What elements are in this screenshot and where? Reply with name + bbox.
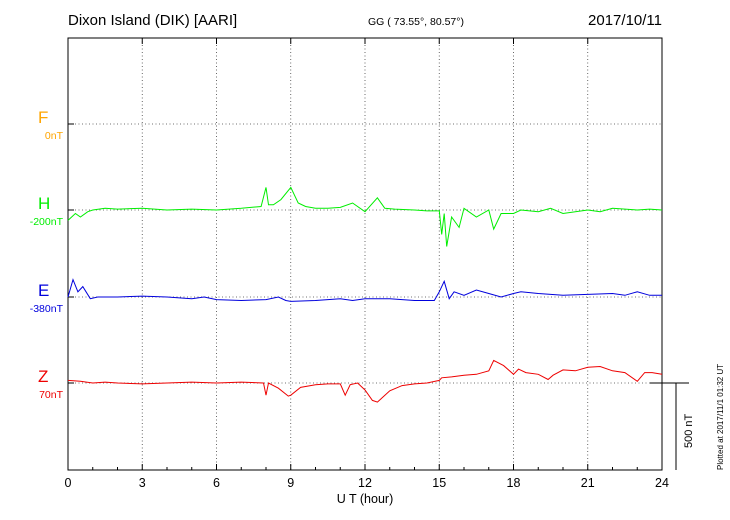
axis-ticks: 0 3 6 9 12 15 18 21 24 [65, 38, 669, 490]
series-line-z [67, 359, 663, 403]
component-offset-e: -380nT [29, 303, 63, 315]
plotted-timestamp: Plotted at 2017/11/1 01:32 UT [716, 363, 725, 470]
scale-bar [650, 382, 689, 470]
plot-frame [67, 37, 663, 471]
component-label-h: H [38, 194, 51, 213]
component-offset-f: 0nT [44, 130, 63, 142]
component-label-f: F [38, 108, 49, 127]
x-tick-label: 24 [655, 476, 669, 490]
component-offset-h: -200nT [29, 216, 63, 228]
series-group [67, 186, 663, 403]
x-tick-label: 15 [432, 476, 446, 490]
x-tick-label: 12 [358, 476, 372, 490]
geographic-coordinates: GG ( 73.55°, 80.57°) [368, 16, 464, 28]
x-tick-label: 21 [581, 476, 595, 490]
component-label-z: Z [38, 367, 49, 386]
x-tick-label: 9 [287, 476, 294, 490]
series-line-h [67, 186, 663, 247]
plot-date: 2017/10/11 [588, 12, 662, 29]
station-title: Dixon Island (DIK) [AARI] [68, 12, 238, 29]
x-axis-label: U T (hour) [337, 492, 394, 506]
grid-lines [68, 38, 662, 470]
x-tick-label: 0 [65, 476, 72, 490]
series-line-e [67, 278, 662, 302]
component-label-e: E [38, 281, 50, 300]
x-tick-label: 3 [139, 476, 146, 490]
scale-bar-label: 500 nT [683, 413, 695, 448]
x-tick-label: 6 [213, 476, 220, 490]
x-tick-label: 18 [507, 476, 521, 490]
component-offset-z: 70nT [39, 389, 63, 401]
